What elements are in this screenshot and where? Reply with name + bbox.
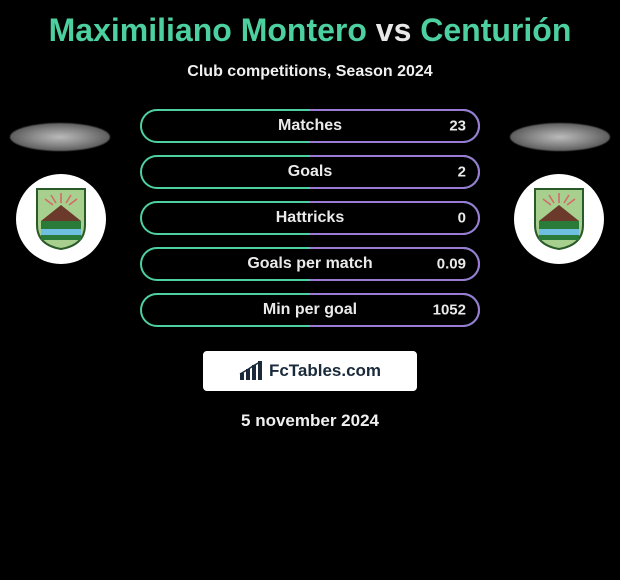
stat-row: Hattricks 0 bbox=[140, 201, 480, 235]
club-crest-icon bbox=[33, 187, 89, 251]
stat-row: Matches 23 bbox=[140, 109, 480, 143]
player2-halo bbox=[510, 123, 610, 151]
page-title: Maximiliano Montero vs Centurión bbox=[0, 0, 620, 49]
stat-label: Min per goal bbox=[263, 301, 357, 319]
stat-value-player2: 1052 bbox=[433, 302, 466, 319]
stat-label: Goals per match bbox=[247, 255, 372, 273]
stat-label: Goals bbox=[288, 163, 332, 181]
stats-list: Matches 23 Goals 2 Hattricks 0 Goals per match… bbox=[140, 109, 480, 327]
stat-row: Min per goal 1052 bbox=[140, 293, 480, 327]
stat-value-player2: 0 bbox=[458, 210, 466, 227]
stat-value-player2: 2 bbox=[458, 164, 466, 181]
club-crest-icon bbox=[531, 187, 587, 251]
stat-row: Goals 2 bbox=[140, 155, 480, 189]
bar-chart-icon bbox=[239, 361, 265, 381]
player2-name: Centurión bbox=[420, 12, 571, 48]
branding-badge[interactable]: FcTables.com bbox=[203, 351, 417, 391]
vs-separator: vs bbox=[376, 12, 412, 48]
stat-label: Matches bbox=[278, 117, 342, 135]
subtitle: Club competitions, Season 2024 bbox=[0, 63, 620, 81]
player1-name: Maximiliano Montero bbox=[49, 12, 367, 48]
stat-label: Hattricks bbox=[276, 209, 344, 227]
content-area: Matches 23 Goals 2 Hattricks 0 Goals per match… bbox=[0, 109, 620, 431]
player1-halo bbox=[10, 123, 110, 151]
stat-row: Goals per match 0.09 bbox=[140, 247, 480, 281]
stat-value-player2: 23 bbox=[449, 118, 466, 135]
player2-club-badge bbox=[514, 174, 604, 264]
branding-text: FcTables.com bbox=[269, 361, 381, 381]
stat-value-player2: 0.09 bbox=[437, 256, 466, 273]
player1-club-badge bbox=[16, 174, 106, 264]
comparison-card: Maximiliano Montero vs Centurión Club co… bbox=[0, 0, 620, 580]
snapshot-date: 5 november 2024 bbox=[0, 411, 620, 431]
